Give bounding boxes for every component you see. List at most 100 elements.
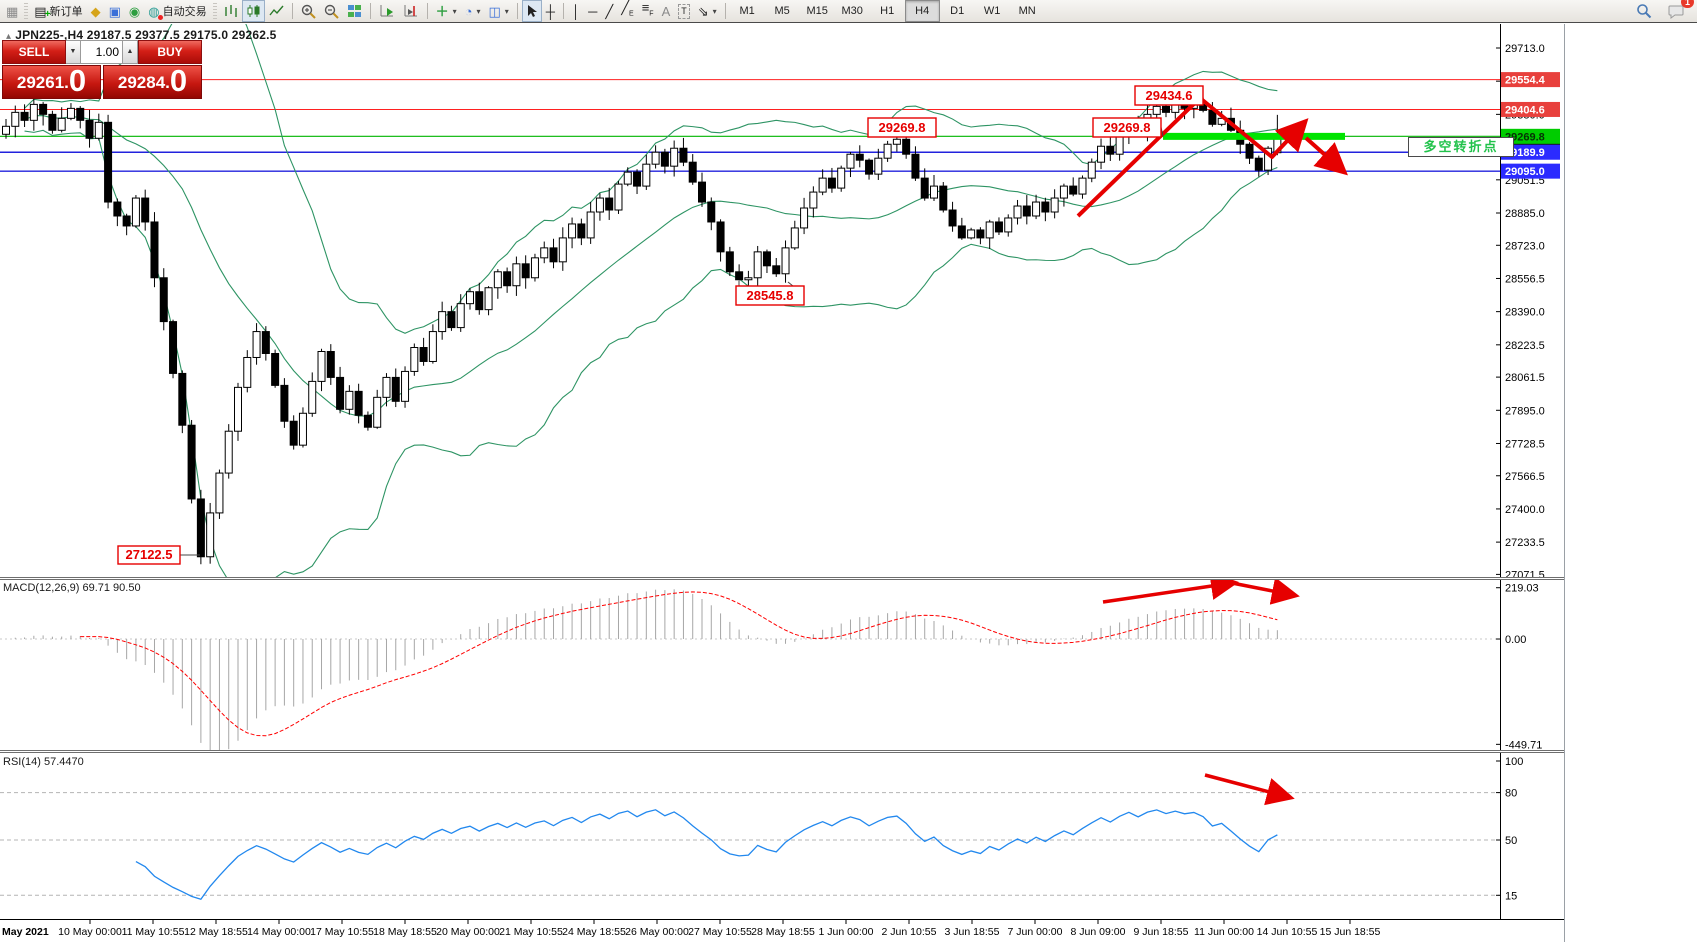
chevron-down-icon: ▾ (712, 6, 717, 16)
svg-text:-449.71: -449.71 (1505, 739, 1542, 750)
tf-m15-button[interactable]: M15 (806, 5, 828, 17)
indicators-button[interactable]: ＋ ▾ (432, 0, 461, 22)
svg-text:27071.5: 27071.5 (1505, 569, 1545, 577)
market-watch-button[interactable]: ▣ (105, 0, 125, 22)
candles (2, 94, 1282, 565)
svg-text:28545.8: 28545.8 (747, 288, 794, 303)
buy-button[interactable]: BUY (138, 40, 202, 64)
zoom-out-button[interactable] (320, 0, 343, 22)
channel-icon: ╱E (621, 0, 634, 18)
svg-text:28723.0: 28723.0 (1505, 240, 1545, 252)
signals-button[interactable]: ◉ (125, 0, 144, 22)
chart-shift-button[interactable] (399, 0, 423, 22)
pane-splitter[interactable] (0, 750, 1565, 753)
tf-d1-button[interactable]: D1 (950, 5, 965, 17)
macd-axis: 219.03 0.00 -449.71 (1496, 580, 1542, 750)
svg-text:0.00: 0.00 (1505, 634, 1526, 646)
candlestick-chart-button[interactable] (241, 0, 265, 22)
volume-input[interactable] (81, 40, 123, 64)
channel-button[interactable]: ╱E (617, 0, 638, 22)
chevron-down-icon: ▾ (504, 6, 509, 16)
pane-splitter[interactable] (0, 577, 1565, 580)
notifications-button[interactable]: 1 (1664, 0, 1694, 22)
tile-windows-icon (347, 5, 361, 17)
svg-text:28556.5: 28556.5 (1505, 273, 1545, 285)
turning-point-annotation[interactable]: 多空转折点 (1408, 137, 1514, 157)
trendline-button[interactable]: ╱ (601, 0, 617, 22)
new-order-label: 新订单 (49, 6, 83, 18)
indicators-icon: ＋ (435, 3, 449, 19)
new-order-icon: ▤ + (34, 3, 51, 20)
price-axis: 29713.029546.529380.029213.529051.528885… (1496, 24, 1560, 577)
chart-shift-icon (404, 5, 417, 17)
svg-text:27233.5: 27233.5 (1505, 537, 1545, 549)
crosshair-button[interactable]: ┼ (542, 0, 559, 22)
buy-price-display[interactable]: 29284. 0 (103, 65, 202, 99)
vertical-line-button[interactable]: │ (568, 0, 584, 22)
svg-text:29269.8: 29269.8 (879, 120, 926, 135)
svg-text:29189.9: 29189.9 (1505, 147, 1545, 159)
tf-h4-button[interactable]: H4 (904, 0, 940, 22)
text-label-button[interactable]: T (674, 0, 694, 22)
volume-increase-button[interactable]: ▲ (123, 40, 138, 64)
charts-grid-button[interactable]: ▦ (2, 0, 22, 22)
macd-pane: 219.03 0.00 -449.71 (0, 580, 1565, 750)
arrows-button[interactable]: ⇘ ▾ (694, 0, 721, 22)
fibonacci-button[interactable]: ≡F (638, 0, 658, 22)
autotrade-label: 自动交易 (162, 6, 207, 18)
cursor-button[interactable] (521, 0, 542, 22)
svg-text:11 May 10:55: 11 May 10:55 (122, 926, 185, 938)
search-icon (1637, 4, 1652, 19)
periods-button[interactable]: ◔ ▾ (461, 0, 485, 22)
macd-indicator-label: MACD(12,26,9) 69.71 90.50 (3, 582, 141, 594)
line-chart-icon (269, 5, 284, 16)
svg-text:28885.0: 28885.0 (1505, 208, 1545, 220)
autotrade-button[interactable]: ◍ 自动交易 (144, 0, 210, 22)
templates-button[interactable]: ◫ ▾ (484, 0, 512, 22)
text-label-icon: T (678, 3, 690, 19)
quotes-icon: ◆ (90, 3, 101, 19)
svg-text:14 May 00:00: 14 May 00:00 (247, 926, 311, 938)
bar-chart-button[interactable] (219, 0, 242, 22)
ohlc-info-line: ▴ JPN225-,H4 29187.5 29377.5 29175.0 2926… (6, 28, 277, 42)
svg-text:29713.0: 29713.0 (1505, 43, 1545, 55)
svg-text:29269.8: 29269.8 (1505, 131, 1545, 143)
line-chart-button[interactable] (265, 0, 288, 22)
clock-icon: ◔ (464, 3, 473, 19)
quotes-button[interactable]: ◆ (87, 0, 105, 22)
volume-decrease-button[interactable]: ▼ (66, 40, 81, 64)
svg-text:50: 50 (1505, 835, 1517, 847)
crosshair-icon: ┼ (545, 3, 556, 19)
auto-scroll-button[interactable] (375, 0, 399, 22)
svg-text:24 May 18:55: 24 May 18:55 (562, 926, 626, 938)
sell-price-display[interactable]: 29261. 0 (2, 65, 101, 99)
svg-text:28223.5: 28223.5 (1505, 340, 1545, 352)
svg-text:27122.5: 27122.5 (126, 547, 173, 562)
svg-text:9 Jun 18:55: 9 Jun 18:55 (1134, 926, 1189, 938)
text-button[interactable]: A (658, 0, 675, 22)
price-chart-pane[interactable]: 29713.029546.529380.029213.529051.528885… (0, 24, 1565, 577)
svg-text:28061.5: 28061.5 (1505, 372, 1545, 384)
sell-button[interactable]: SELL (2, 40, 66, 64)
new-order-button[interactable]: ▤ + 新订单 (30, 0, 86, 22)
rsi-line (135, 809, 1278, 901)
tile-windows-button[interactable] (343, 0, 366, 22)
bar-chart-icon (224, 5, 237, 17)
tf-m30-button[interactable]: M30 (841, 5, 863, 17)
tf-m1-button[interactable]: M1 (739, 5, 755, 17)
search-button[interactable] (1632, 0, 1656, 22)
tf-m5-button[interactable]: M5 (774, 5, 790, 17)
svg-text:May 2021: May 2021 (2, 926, 49, 938)
svg-text:27728.5: 27728.5 (1505, 438, 1545, 450)
rsi-indicator-label: RSI(14) 57.4470 (3, 756, 84, 768)
svg-text:80: 80 (1505, 788, 1517, 800)
tf-w1-button[interactable]: W1 (983, 5, 1001, 17)
horizontal-line-button[interactable]: ─ (584, 0, 601, 22)
tf-h1-button[interactable]: H1 (880, 5, 895, 17)
tf-mn-button[interactable]: MN (1018, 5, 1036, 17)
toolbar-grip (24, 3, 29, 19)
svg-text:29554.4: 29554.4 (1505, 75, 1546, 87)
zoom-in-button[interactable] (297, 0, 320, 22)
svg-text:29434.6: 29434.6 (1146, 88, 1193, 103)
horizontal-line-icon: ─ (588, 3, 598, 19)
